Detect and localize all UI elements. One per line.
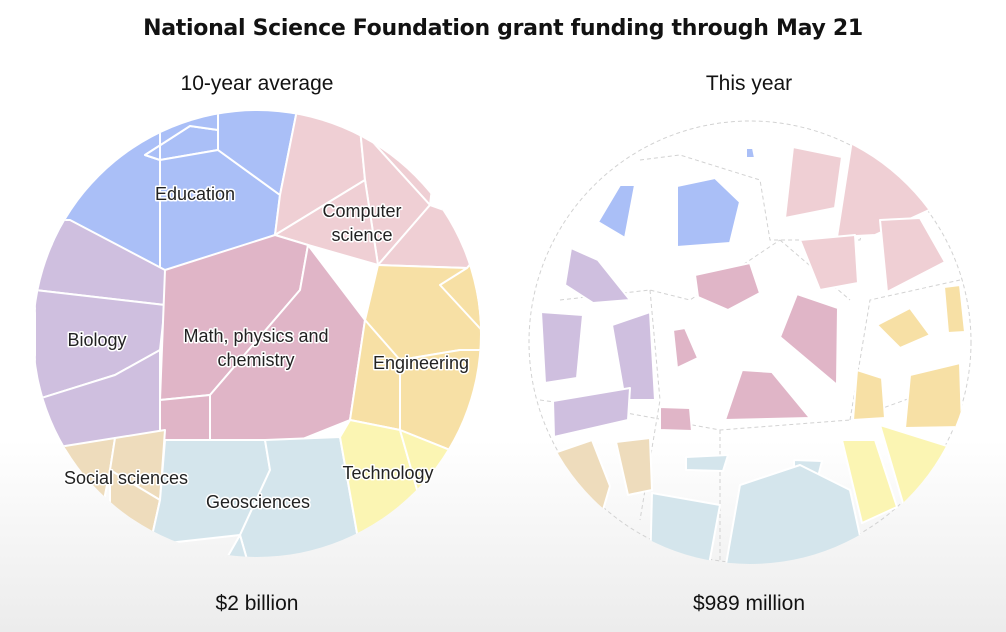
label-biology: Biology bbox=[67, 330, 126, 350]
voronoi-cell bbox=[784, 146, 843, 219]
cells-social-sciences bbox=[556, 437, 653, 521]
label-computer-science-line1: Computer bbox=[322, 201, 401, 221]
cells-math-physics-chemistry bbox=[659, 262, 839, 432]
label-social-sciences: Social sciences bbox=[64, 468, 188, 488]
cells-engineering bbox=[852, 284, 966, 429]
voronoi-cell bbox=[597, 184, 636, 239]
voronoi-cell bbox=[694, 262, 761, 311]
voronoi-cell bbox=[724, 369, 811, 421]
voronoi-cell bbox=[841, 439, 898, 524]
cells-education bbox=[597, 147, 756, 248]
left-chart-total: $2 billion bbox=[215, 592, 299, 615]
left-chart-subtitle: 10-year average bbox=[180, 72, 334, 95]
right-voronoi-chart bbox=[528, 120, 972, 564]
label-math-line2: chemistry bbox=[217, 350, 294, 370]
voronoi-cell bbox=[611, 311, 656, 401]
voronoi-cell bbox=[219, 534, 251, 557]
voronoi-cell bbox=[649, 492, 721, 564]
cells-biology bbox=[34, 219, 166, 451]
voronoi-cell bbox=[564, 247, 631, 304]
right-chart-subtitle: This year bbox=[705, 72, 793, 95]
voronoi-cell bbox=[659, 406, 693, 432]
voronoi-cell bbox=[943, 284, 966, 334]
right-outline bbox=[528, 120, 972, 564]
cells-technology bbox=[841, 424, 961, 524]
voronoi-cell bbox=[552, 387, 631, 438]
voronoi-cell bbox=[724, 464, 863, 564]
voronoi-cell bbox=[672, 327, 699, 369]
right-chart-total: $989 million bbox=[692, 592, 806, 615]
left-chart-labels: Education Computer science Biology Math,… bbox=[62, 183, 470, 514]
voronoi-cell bbox=[159, 394, 211, 441]
voronoi-cell bbox=[879, 217, 946, 293]
cells-biology bbox=[540, 247, 656, 438]
voronoi-cell bbox=[876, 307, 931, 349]
label-geosciences: Geosciences bbox=[206, 492, 310, 512]
label-computer-science-line2: science bbox=[331, 225, 392, 245]
left-voronoi-chart bbox=[34, 111, 480, 557]
cells-technology bbox=[339, 419, 480, 551]
cells-geosciences bbox=[149, 436, 361, 557]
voronoi-cell bbox=[676, 177, 741, 248]
voronoi-cell bbox=[779, 293, 839, 386]
voronoi-cell bbox=[439, 229, 480, 351]
voronoi-cell bbox=[685, 454, 729, 472]
label-math-line1: Math, physics and bbox=[183, 326, 328, 346]
label-engineering: Engineering bbox=[373, 353, 469, 373]
label-education: Education bbox=[155, 184, 235, 204]
voronoi-cell bbox=[904, 362, 963, 429]
chart-title: National Science Foundation grant fundin… bbox=[143, 16, 863, 41]
voronoi-cell bbox=[852, 369, 886, 421]
voronoi-cell bbox=[799, 234, 859, 291]
voronoi-cell bbox=[540, 311, 584, 384]
cells-computer-science bbox=[784, 139, 946, 293]
label-technology: Technology bbox=[342, 463, 433, 483]
voronoi-cell bbox=[556, 439, 611, 521]
cells-geosciences bbox=[649, 454, 863, 564]
voronoi-cell bbox=[144, 111, 301, 161]
voronoi-cell bbox=[745, 147, 756, 159]
voronoi-cell bbox=[615, 437, 653, 496]
